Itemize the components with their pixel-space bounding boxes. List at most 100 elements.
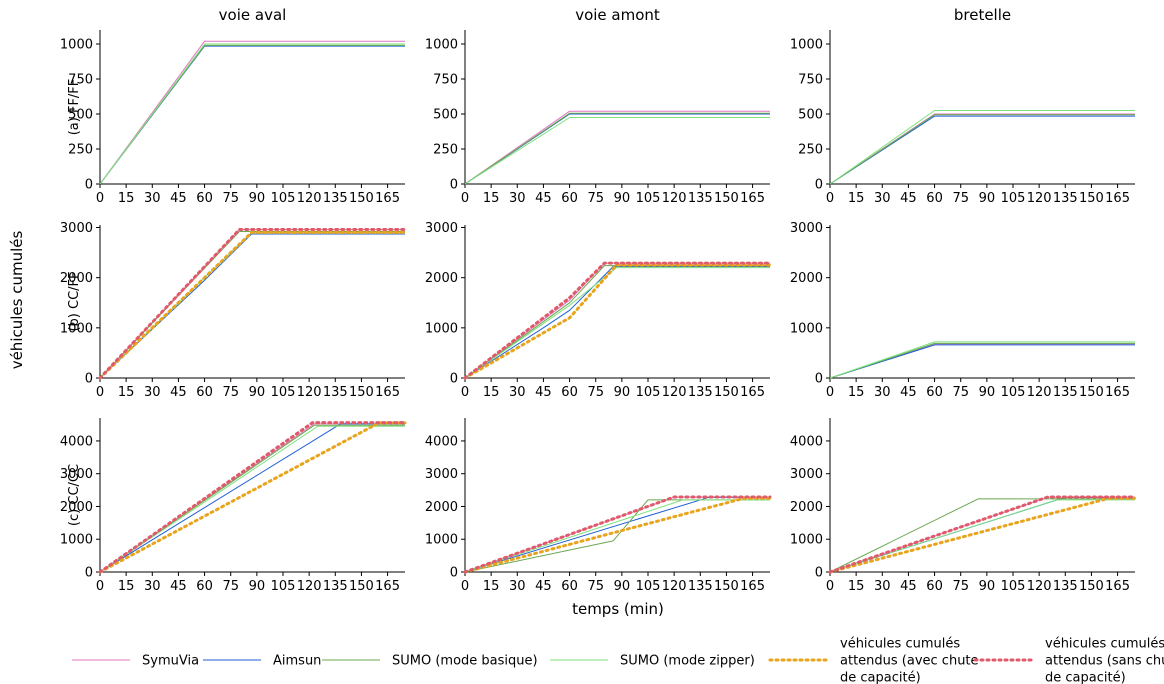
series-line-aimsun <box>829 115 1135 185</box>
y-tick-label: 0 <box>815 372 823 387</box>
x-tick-label: 30 <box>144 191 161 206</box>
x-tick-label: 0 <box>461 579 469 594</box>
series-line-aimsun <box>99 423 405 573</box>
x-tick-label: 150 <box>1079 191 1104 206</box>
column-title-bretelle: bretelle <box>954 6 1011 24</box>
y-tick-label: 3000 <box>790 221 823 236</box>
y-tick-label: 1000 <box>790 533 823 548</box>
x-tick-label: 165 <box>375 579 400 594</box>
series-line-sumo-mode-basique <box>829 498 1135 573</box>
x-tick-label: 45 <box>900 191 917 206</box>
x-tick-label: 150 <box>1079 385 1104 400</box>
x-tick-label: 165 <box>375 191 400 206</box>
x-tick-label: 120 <box>662 385 687 400</box>
x-tick-label: 120 <box>1027 579 1052 594</box>
chart-panels: voie aval voie amont bretelle (a) FF/FF 0 250… <box>60 6 1137 594</box>
x-tick-label: 150 <box>349 579 374 594</box>
x-tick-label: 90 <box>249 579 266 594</box>
x-tick-label: 135 <box>323 579 348 594</box>
y-tick-label: 0 <box>450 566 458 581</box>
x-tick-label: 90 <box>249 191 266 206</box>
legend-entry-vehicules-cumules-attendus-avec-chute-de-capacite: véhicules cumulés attendus (avec chute de … <box>768 637 979 684</box>
x-tick-label: 45 <box>900 385 917 400</box>
x-tick-label: 165 <box>740 385 765 400</box>
y-tick-label: 4000 <box>425 434 458 449</box>
y-tick-label: 1000 <box>60 321 93 336</box>
legend-entry-aimsun: Aimsun <box>203 654 321 669</box>
x-tick-label: 0 <box>461 385 469 400</box>
y-tick-label: 2000 <box>60 500 93 515</box>
panel-r2-c2: 0 1000 2000 3000 0 15 30 45 60 75 90 105 120 135 150 16… <box>425 221 772 400</box>
x-tick-label: 15 <box>483 579 500 594</box>
x-tick-label: 75 <box>587 385 604 400</box>
x-tick-label: 45 <box>900 579 917 594</box>
y-tick-label: 250 <box>798 143 823 158</box>
series-line-vehicules-cumules-attendus-avec-chute-de-capacite <box>98 231 407 380</box>
series-line-sumo-mode-basique <box>464 499 770 573</box>
series-line-sumo-mode-zipper <box>99 425 405 573</box>
panel-r1-c1: 0 250 500 750 1000 0 15 30 45 60 75 90 105 120 135 150 1… <box>60 30 405 206</box>
series-line-sumo-mode-basique <box>464 112 770 185</box>
x-tick-label: 165 <box>1105 191 1130 206</box>
y-tick-label: 1000 <box>425 533 458 548</box>
y-tick-label: 0 <box>815 566 823 581</box>
series-line-aimsun <box>99 233 405 379</box>
legend-label: SUMO (mode basique) <box>392 654 538 669</box>
series-line-sumo-mode-zipper <box>99 232 405 379</box>
y-tick-label: 0 <box>450 178 458 193</box>
x-tick-label: 105 <box>271 385 296 400</box>
series-line-sumo-mode-zipper <box>464 117 770 185</box>
series-line-sumo-mode-basique <box>99 231 405 379</box>
y-tick-label: 0 <box>450 372 458 387</box>
x-tick-label: 15 <box>483 385 500 400</box>
x-tick-label: 75 <box>222 191 239 206</box>
y-tick-label: 500 <box>798 108 823 123</box>
x-tick-label: 0 <box>826 579 834 594</box>
series-line-aimsun <box>829 344 1135 379</box>
x-tick-label: 105 <box>636 191 661 206</box>
panel-r1-c3: 0 250 500 750 1000 0 15 30 45 60 75 90 105 120 135 150 1… <box>790 30 1135 206</box>
chart-legend: SymuVia Aimsun SUMO (mode basique) SUMO (mo… <box>72 637 1164 684</box>
y-tick-label: 0 <box>85 372 93 387</box>
x-tick-label: 165 <box>740 191 765 206</box>
y-tick-label: 2000 <box>425 500 458 515</box>
y-tick-label: 2000 <box>790 271 823 286</box>
y-tick-label: 4000 <box>60 434 93 449</box>
series-line-vehicules-cumules-attendus-sans-chute-de-capacite <box>463 495 772 574</box>
y-tick-label: 500 <box>68 108 93 123</box>
x-tick-label: 120 <box>297 385 322 400</box>
series-line-symuvia <box>464 110 770 185</box>
row-label-2: (b) CC/FF <box>67 271 82 331</box>
y-tick-label: 0 <box>85 566 93 581</box>
x-tick-label: 105 <box>636 385 661 400</box>
y-tick-label: 2000 <box>425 271 458 286</box>
x-tick-label: 135 <box>323 385 348 400</box>
x-tick-label: 90 <box>979 385 996 400</box>
column-title-voie-amont: voie amont <box>575 6 660 24</box>
series-line-sumo-mode-basique <box>99 424 405 573</box>
x-tick-label: 75 <box>222 579 239 594</box>
x-tick-label: 60 <box>926 191 943 206</box>
y-tick-label: 250 <box>68 143 93 158</box>
y-tick-label: 3000 <box>425 467 458 482</box>
y-tick-label: 1000 <box>425 321 458 336</box>
x-tick-label: 15 <box>848 579 865 594</box>
y-tick-label: 1000 <box>425 38 458 53</box>
y-tick-label: 3000 <box>425 221 458 236</box>
x-tick-label: 0 <box>826 385 834 400</box>
column-title-voie-aval: voie aval <box>219 6 287 24</box>
x-tick-label: 150 <box>714 385 739 400</box>
x-tick-label: 15 <box>483 191 500 206</box>
x-tick-label: 0 <box>96 191 104 206</box>
x-tick-label: 150 <box>349 191 374 206</box>
x-tick-label: 120 <box>662 191 687 206</box>
x-tick-label: 75 <box>952 579 969 594</box>
series-line-sumo-mode-basique <box>829 342 1135 379</box>
x-tick-label: 75 <box>952 191 969 206</box>
x-tick-label: 105 <box>1001 385 1026 400</box>
x-tick-label: 120 <box>1027 191 1052 206</box>
y-tick-label: 500 <box>433 108 458 123</box>
